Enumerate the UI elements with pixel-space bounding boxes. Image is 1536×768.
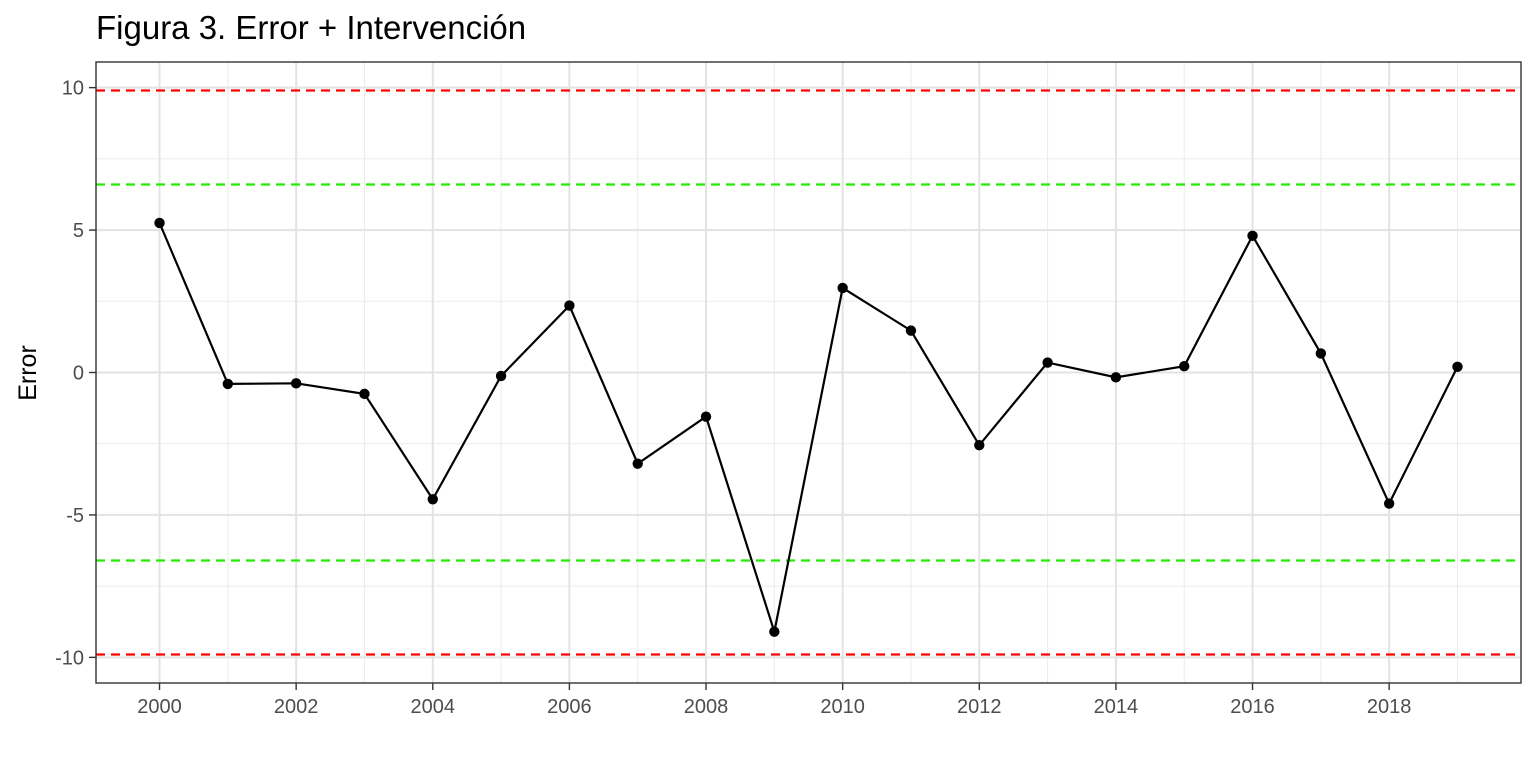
- data-point-2003: [359, 388, 370, 400]
- data-point-2016: [1247, 230, 1258, 241]
- data-point-2000: [154, 217, 165, 229]
- x-tick-label-7: 2014: [1094, 696, 1139, 718]
- x-tick-label-6: 2012: [957, 696, 1002, 718]
- data-point-2014: [1110, 372, 1122, 383]
- chart-title: Figura 3. Error + Intervención: [96, 9, 526, 46]
- x-tick-label-3: 2006: [547, 696, 592, 718]
- x-tick-label-4: 2008: [684, 696, 729, 718]
- y-axis-title: Error: [14, 345, 42, 401]
- x-tick-label-1: 2002: [274, 696, 319, 718]
- x-tick-label-9: 2018: [1367, 696, 1412, 718]
- x-tick-label-2: 2004: [411, 696, 456, 718]
- data-point-2009: [769, 626, 780, 637]
- y-tick-label-4: 10: [62, 78, 84, 100]
- data-point-2018: [1383, 498, 1395, 509]
- y-tick-label-0: -10: [55, 647, 84, 669]
- y-axis: -10 -5 0 5 10: [55, 78, 96, 669]
- data-point-2006: [564, 300, 575, 311]
- data-point-2011: [905, 325, 917, 336]
- x-tick-label-0: 2000: [137, 696, 182, 718]
- y-tick-label-3: 5: [73, 220, 84, 242]
- data-point-2010: [837, 282, 848, 294]
- reference-lines: [96, 89, 1521, 656]
- data-point-2007: [632, 458, 643, 469]
- data-point-2013: [1042, 357, 1053, 368]
- data-point-2019: [1452, 361, 1463, 373]
- x-axis: 2000 2002 2004 2006 2008 2010 2012 2014 2016 2018: [137, 683, 1411, 718]
- series-line-0: [158, 222, 1459, 633]
- data-point-2002: [290, 378, 302, 389]
- y-tick-label-2: 0: [73, 363, 84, 385]
- data-point-2004: [427, 494, 438, 505]
- data-point-2008: [700, 411, 712, 422]
- data-point-2012: [974, 439, 985, 451]
- x-tick-label-8: 2016: [1230, 696, 1275, 718]
- series-layer: [154, 217, 1463, 637]
- data-point-2015: [1179, 361, 1190, 372]
- x-tick-label-5: 2010: [820, 696, 865, 718]
- data-point-2017: [1315, 348, 1327, 359]
- data-point-2001: [222, 378, 234, 390]
- data-point-2005: [495, 370, 507, 382]
- y-tick-label-1: -5: [66, 505, 84, 527]
